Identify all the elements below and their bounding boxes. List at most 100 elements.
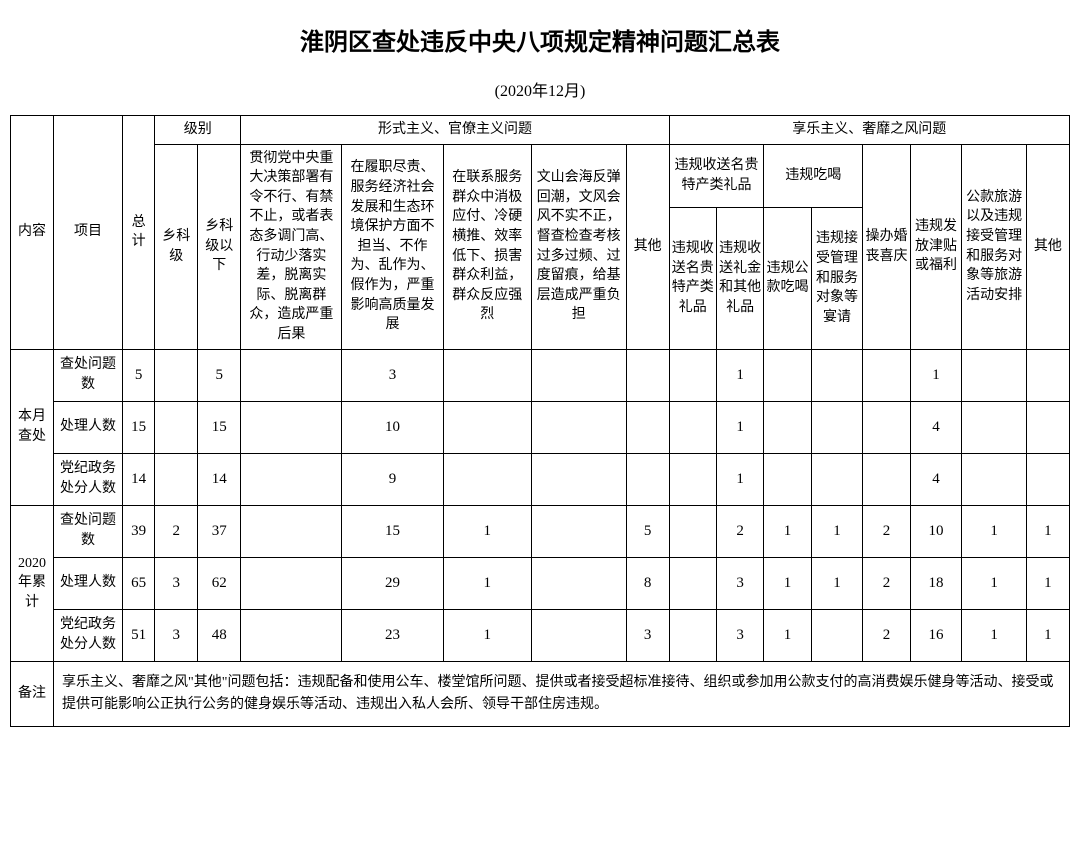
data-cell: 3 (155, 609, 198, 661)
data-cell (241, 557, 342, 609)
data-cell: 1 (443, 557, 531, 609)
data-cell: 3 (716, 609, 763, 661)
data-cell: 15 (342, 505, 443, 557)
data-cell: 37 (198, 505, 241, 557)
data-cell (1026, 349, 1069, 401)
data-cell (962, 401, 1027, 453)
header-f3: 在联系服务群众中消极应付、冷硬横推、效率低下、损害群众利益，群众反应强烈 (443, 144, 531, 349)
data-cell (443, 453, 531, 505)
data-cell: 8 (626, 557, 669, 609)
data-cell: 10 (342, 401, 443, 453)
header-h-other: 其他 (1026, 144, 1069, 349)
data-cell (241, 349, 342, 401)
header-total: 总计 (122, 116, 154, 350)
header-allowance: 违规发放津贴或福利 (910, 144, 962, 349)
data-cell: 5 (122, 349, 154, 401)
data-cell (531, 557, 626, 609)
data-cell: 3 (342, 349, 443, 401)
data-cell (811, 609, 863, 661)
data-cell: 1 (1026, 557, 1069, 609)
data-cell (531, 401, 626, 453)
data-cell (669, 349, 716, 401)
table-row: 处理人数 15 15 10 1 4 (11, 401, 1070, 453)
data-cell (669, 401, 716, 453)
data-cell: 1 (764, 609, 811, 661)
data-cell (531, 349, 626, 401)
data-cell (241, 505, 342, 557)
note-row: 备注 享乐主义、奢靡之风"其他"问题包括：违规配备和使用公车、楼堂馆所问题、提供… (11, 661, 1070, 727)
data-cell: 1 (764, 557, 811, 609)
summary-table: 内容 项目 总计 级别 形式主义、官僚主义问题 享乐主义、奢靡之风问题 乡科级 … (10, 115, 1070, 727)
data-cell: 2 (863, 609, 910, 661)
header-gift-cash: 违规收送礼金和其他礼品 (716, 208, 763, 349)
page-title: 淮阴区查处违反中央八项规定精神问题汇总表 (10, 10, 1070, 69)
data-cell: 39 (122, 505, 154, 557)
data-cell (962, 349, 1027, 401)
data-cell: 29 (342, 557, 443, 609)
data-cell: 15 (198, 401, 241, 453)
data-cell (669, 505, 716, 557)
table-row: 本月查处 查处问题数 5 5 3 1 1 (11, 349, 1070, 401)
header-level-group: 级别 (155, 116, 241, 145)
data-cell: 1 (811, 505, 863, 557)
data-cell: 23 (342, 609, 443, 661)
data-cell (811, 453, 863, 505)
table-row: 党纪政务处分人数 51 3 48 23 1 3 3 1 2 16 1 1 (11, 609, 1070, 661)
data-cell (764, 349, 811, 401)
data-cell: 1 (1026, 505, 1069, 557)
data-cell (531, 609, 626, 661)
data-cell: 15 (122, 401, 154, 453)
data-cell (811, 349, 863, 401)
data-cell: 14 (122, 453, 154, 505)
data-cell: 1 (962, 505, 1027, 557)
table-row: 党纪政务处分人数 14 14 9 1 4 (11, 453, 1070, 505)
data-cell: 16 (910, 609, 962, 661)
row-label: 党纪政务处分人数 (54, 453, 123, 505)
data-cell: 65 (122, 557, 154, 609)
data-cell (863, 453, 910, 505)
header-f4: 文山会海反弹回潮，文风会风不实不正，督查检查考核过多过频、过度留痕，给基层造成严… (531, 144, 626, 349)
data-cell (443, 349, 531, 401)
header-level-below: 乡科级以下 (198, 144, 241, 349)
data-cell (863, 401, 910, 453)
data-cell: 14 (198, 453, 241, 505)
data-cell: 5 (626, 505, 669, 557)
header-gift-special: 违规收送名贵特产类礼品 (669, 208, 716, 349)
header-project: 项目 (54, 116, 123, 350)
note-text: 享乐主义、奢靡之风"其他"问题包括：违规配备和使用公车、楼堂馆所问题、提供或者接… (54, 661, 1070, 727)
data-cell: 1 (764, 505, 811, 557)
data-cell: 62 (198, 557, 241, 609)
data-cell (531, 453, 626, 505)
header-row-2: 乡科级 乡科级以下 贯彻党中央重大决策部署有令不行、有禁不止，或者表态多调门高、… (11, 144, 1070, 208)
data-cell: 48 (198, 609, 241, 661)
data-cell: 10 (910, 505, 962, 557)
table-row: 2020年累计 查处问题数 39 2 37 15 1 5 2 1 1 2 10 … (11, 505, 1070, 557)
header-gift-group: 违规收送名贵特产类礼品 (669, 144, 764, 208)
data-cell (626, 349, 669, 401)
data-cell (764, 401, 811, 453)
data-cell: 1 (443, 609, 531, 661)
data-cell (669, 557, 716, 609)
header-hedonism-group: 享乐主义、奢靡之风问题 (669, 116, 1069, 145)
data-cell: 1 (716, 453, 763, 505)
data-cell: 1 (716, 349, 763, 401)
table-row: 处理人数 65 3 62 29 1 8 3 1 1 2 18 1 1 (11, 557, 1070, 609)
data-cell (669, 609, 716, 661)
data-cell (531, 505, 626, 557)
data-cell (155, 453, 198, 505)
data-cell: 18 (910, 557, 962, 609)
data-cell: 1 (716, 401, 763, 453)
data-cell (241, 609, 342, 661)
data-cell: 2 (863, 505, 910, 557)
header-eat-group: 违规吃喝 (764, 144, 863, 208)
header-content: 内容 (11, 116, 54, 350)
data-cell (669, 453, 716, 505)
row-label: 处理人数 (54, 401, 123, 453)
row-label: 党纪政务处分人数 (54, 609, 123, 661)
data-cell (1026, 401, 1069, 453)
data-cell (241, 453, 342, 505)
data-cell: 1 (962, 609, 1027, 661)
header-f-other: 其他 (626, 144, 669, 349)
data-cell: 3 (716, 557, 763, 609)
header-eat-service: 违规接受管理和服务对象等宴请 (811, 208, 863, 349)
